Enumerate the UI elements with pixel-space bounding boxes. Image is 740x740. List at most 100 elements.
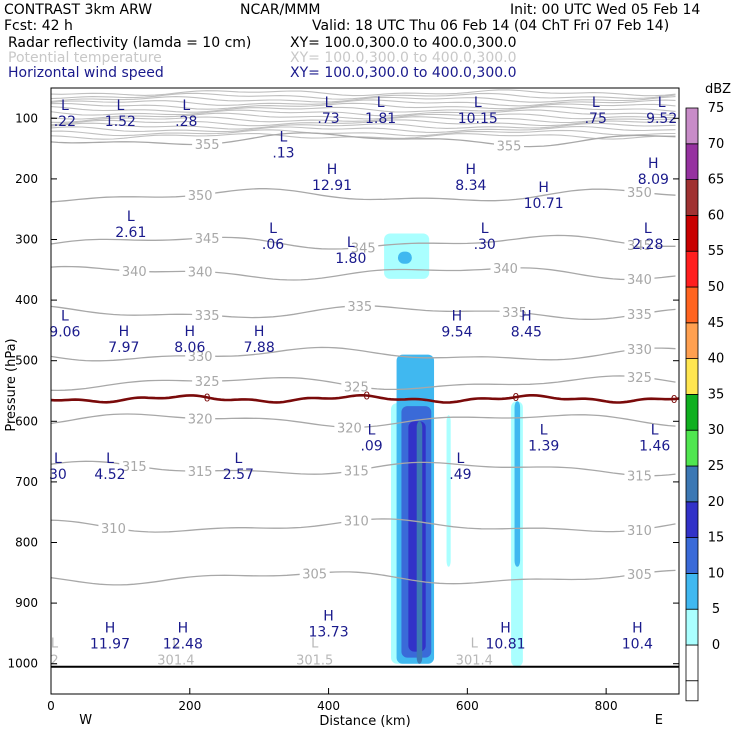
theta-label-320: 320 xyxy=(337,421,362,436)
wind-extremum-value: .30 xyxy=(474,237,496,253)
theta-label-325: 325 xyxy=(195,375,220,390)
colorbar-label: 75 xyxy=(708,101,725,116)
reflectivity-cell-10dbz xyxy=(514,401,521,567)
wind-extremum-value: .49 xyxy=(449,467,471,483)
theta-label-bg xyxy=(341,379,372,394)
wind-extremum-type: L xyxy=(377,95,385,111)
theta-label-335: 335 xyxy=(347,300,372,315)
wind-extremum-type: L xyxy=(592,95,600,111)
theta-label-bg xyxy=(624,307,655,322)
wind-extremum-value: 9.52 xyxy=(646,111,677,127)
colorbar-label: 65 xyxy=(708,173,725,188)
wind-extremum-type: H xyxy=(500,621,511,637)
wind-extremum-value: 12.91 xyxy=(312,178,352,194)
wind-extremum-type: L xyxy=(658,95,666,111)
wind-extremum-value: 2.28 xyxy=(632,237,663,253)
wind-extremum-value: 11.97 xyxy=(90,637,130,653)
theta-label-350: 350 xyxy=(188,189,213,204)
y-axis-label: Pressure (hPa) xyxy=(4,338,19,431)
wind-extremum-type: H xyxy=(521,308,532,324)
stratosphere-isentrope xyxy=(50,89,676,97)
wind-extremum-value: 30 xyxy=(49,467,67,483)
stratosphere-isentrope xyxy=(50,96,676,103)
colorbar-swatch-30 xyxy=(685,429,699,467)
theta-label-bg xyxy=(624,237,655,252)
theta-label-bg xyxy=(192,308,223,323)
colorbar-swatch-50 xyxy=(685,286,699,324)
forecast-hour-label: Fcst: 42 h xyxy=(4,18,73,34)
theta-extremum-value: 301.4 xyxy=(157,654,194,669)
theta-label-bg xyxy=(192,374,223,389)
field-name-wind: Horizontal wind speed xyxy=(8,65,164,81)
wind-extremum-value: 8.34 xyxy=(455,178,486,194)
wind-extremum-value: 8.06 xyxy=(174,340,205,356)
theta-label-bg xyxy=(490,261,521,276)
theta-label-325: 325 xyxy=(344,380,369,395)
wind-extremum-type: L xyxy=(481,221,489,237)
wind-extremum-type: H xyxy=(178,621,189,637)
colorbar-swatch-65 xyxy=(685,179,699,216)
wind-extremum-value: 10.81 xyxy=(485,637,525,653)
theta-label-355: 355 xyxy=(497,140,522,155)
wind-extremum-type: L xyxy=(106,451,114,467)
theta-label-bg xyxy=(624,272,655,287)
wind-extremum-value: 1.81 xyxy=(365,111,396,127)
theta-label-340: 340 xyxy=(188,266,213,281)
stratosphere-isentrope xyxy=(50,92,676,100)
stratosphere-isentrope xyxy=(50,122,676,130)
west-label: W xyxy=(79,713,92,728)
theta-label-bg xyxy=(348,240,379,255)
theta-label-bg xyxy=(98,521,129,536)
wind-extremum-type: L xyxy=(644,221,652,237)
theta-contour-355 xyxy=(50,132,676,148)
theta-label-bg xyxy=(119,458,150,473)
theta-label-bg xyxy=(185,187,216,202)
plot-frame xyxy=(50,87,680,695)
theta-contour-305 xyxy=(50,569,676,586)
x-tick-label: 0 xyxy=(47,699,55,713)
wind-extremum-type: L xyxy=(234,451,242,467)
theta-label-bg xyxy=(192,137,223,152)
stratosphere-isentrope xyxy=(50,132,676,140)
theta-contour-350 xyxy=(50,188,676,203)
theta-extremum-type: L xyxy=(51,637,59,652)
theta-label-330: 330 xyxy=(627,343,652,358)
x-tick-label: 400 xyxy=(317,699,340,713)
wind-extremum-type: H xyxy=(327,162,338,178)
x-tick-label: 800 xyxy=(595,699,618,713)
colorbar-label: 10 xyxy=(708,566,725,581)
wind-extremum-value: 10.4 xyxy=(622,637,653,653)
wind-extremum-type: H xyxy=(648,156,659,172)
wind-extremum-type: L xyxy=(347,235,355,251)
colorbar-label: 50 xyxy=(708,280,725,295)
theta-label-345: 345 xyxy=(351,241,376,256)
wind-extremum-type: L xyxy=(368,422,376,438)
reflectivity-cell-25dbz xyxy=(416,421,423,664)
wind-extremum-value: 10.15 xyxy=(458,111,498,127)
colorbar-label: 0 xyxy=(712,638,720,653)
wind-extremum-type: L xyxy=(116,98,124,114)
wind-extremum-value: 2.57 xyxy=(223,467,254,483)
y-tick-label: 100 xyxy=(15,111,38,125)
wind-extremum-type: L xyxy=(325,95,333,111)
theta-label-345: 345 xyxy=(195,232,220,247)
theta-label-315: 315 xyxy=(122,460,147,475)
theta-label-310: 310 xyxy=(627,524,652,539)
stratosphere-isentrope xyxy=(50,106,676,113)
wind-extremum-type: H xyxy=(185,324,196,340)
y-tick-label: 1000 xyxy=(7,657,38,671)
colorbar-swatch-55 xyxy=(685,250,699,288)
colorbar-label: 60 xyxy=(708,208,725,223)
reflectivity-layer xyxy=(384,233,523,667)
colorbar-swatch-60 xyxy=(685,214,699,252)
theta-label-315: 315 xyxy=(344,464,369,479)
init-time-label: Init: 00 UTC Wed 05 Feb 14 xyxy=(510,2,701,18)
wind-extremum-type: L xyxy=(182,98,190,114)
wind-extremum-type: H xyxy=(452,308,463,324)
colorbar-label: 70 xyxy=(708,137,725,152)
theta-label-310: 310 xyxy=(344,515,369,530)
field-name-theta: Potential temperature xyxy=(8,50,162,66)
wind-extremum-value: .75 xyxy=(585,111,607,127)
theta-label-bg xyxy=(624,369,655,384)
